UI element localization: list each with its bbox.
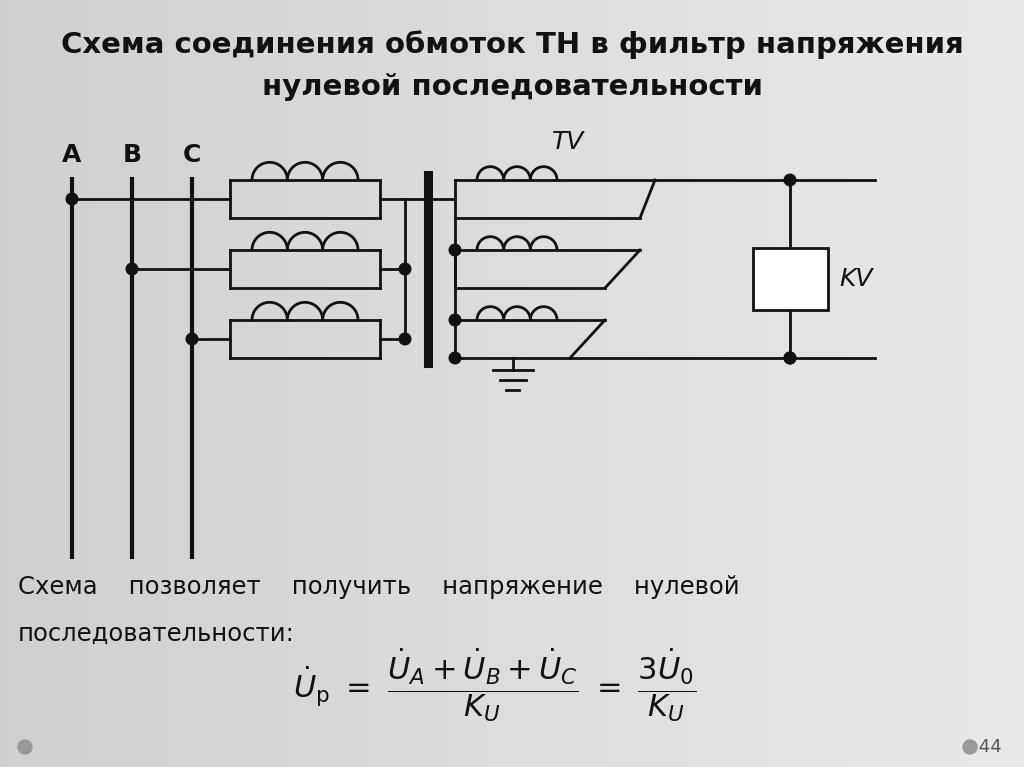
Text: B: B bbox=[123, 143, 141, 167]
Circle shape bbox=[784, 352, 796, 364]
Circle shape bbox=[126, 263, 138, 275]
Circle shape bbox=[784, 352, 796, 364]
Text: Схема соединения обмоток ТН в фильтр напряжения: Схема соединения обмоток ТН в фильтр нап… bbox=[60, 31, 964, 59]
Text: $\dot{U}_\mathrm{р}\ =\ \dfrac{\dot{U}_A + \dot{U}_B + \dot{U}_C}{K_U}\ =\ \dfra: $\dot{U}_\mathrm{р}\ =\ \dfrac{\dot{U}_A… bbox=[293, 647, 696, 724]
Circle shape bbox=[67, 193, 78, 205]
Circle shape bbox=[450, 314, 461, 326]
Circle shape bbox=[450, 352, 461, 364]
Bar bbox=[753, 248, 827, 310]
Text: A: A bbox=[62, 143, 82, 167]
Circle shape bbox=[18, 740, 32, 754]
Circle shape bbox=[450, 244, 461, 256]
Text: C: C bbox=[183, 143, 201, 167]
Text: KV: KV bbox=[840, 267, 873, 291]
Text: последовательности:: последовательности: bbox=[18, 622, 295, 646]
Circle shape bbox=[399, 263, 411, 275]
Text: 44: 44 bbox=[973, 738, 1001, 756]
Text: нулевой последовательности: нулевой последовательности bbox=[261, 73, 763, 101]
Text: TV: TV bbox=[552, 130, 585, 154]
Circle shape bbox=[963, 740, 977, 754]
Circle shape bbox=[399, 333, 411, 345]
Circle shape bbox=[186, 333, 198, 345]
Text: Схема    позволяет    получить    напряжение    нулевой: Схема позволяет получить напряжение нуле… bbox=[18, 575, 739, 599]
Circle shape bbox=[784, 174, 796, 186]
